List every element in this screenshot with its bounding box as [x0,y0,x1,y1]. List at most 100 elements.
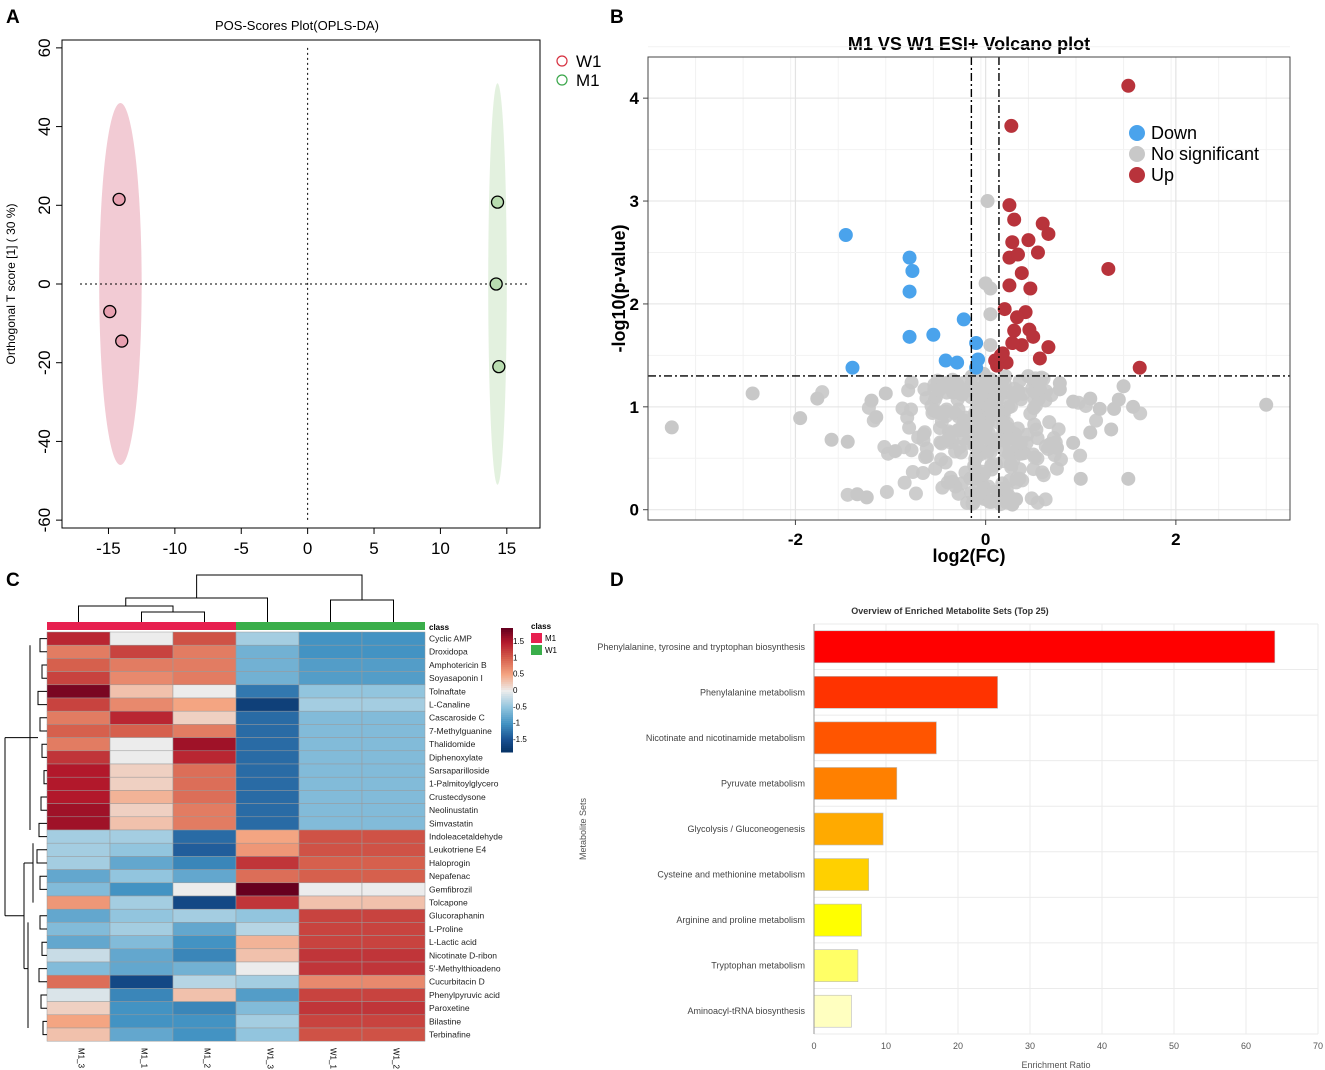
heatmap-cell [361,776,426,791]
heatmap-cell [172,697,237,712]
heatmap-cell [172,631,237,646]
heatmap-cell [172,1001,237,1016]
row-label: Amphotericin B [429,660,487,670]
panel-label-a: A [6,7,20,28]
data-point [115,334,129,348]
heatmap-cell [109,737,174,752]
legend-marker [1129,167,1145,183]
heatmap-cell [46,1014,111,1029]
colorbar-segment [501,747,513,751]
colorbar-segment [501,659,513,662]
colorbar-segment [501,632,513,635]
y-tick-label: 0 [630,501,639,520]
heatmap-cell [361,961,426,976]
point-no-significant [1038,492,1053,507]
point-no-significant [968,451,983,466]
heatmap-cell [109,710,174,725]
heatmap-cell [172,684,237,699]
colorbar-segment [501,725,513,728]
point-no-significant [859,490,874,505]
heatmap-cell [172,644,237,659]
category-label: Tryptophan metabolism [711,961,805,971]
heatmap-cell [172,895,237,910]
heatmap-cell [109,803,174,818]
heatmap-cell [235,988,300,1002]
heatmap-cell [172,988,237,1002]
point-no-significant [958,410,973,425]
heatmap-cell [235,974,300,989]
colorbar-segment [501,700,513,703]
point-up [1007,323,1022,338]
column-label: M1_1 [140,1048,149,1069]
heatmap-cell [361,922,426,936]
heatmap-cell [361,829,426,844]
row-label: Paroxetine [429,1003,470,1013]
heatmap-cell [361,763,426,778]
heatmap-cell [46,869,111,884]
heatmap-cell [235,856,300,870]
point-no-significant [1007,432,1022,447]
heatmap-cell [109,842,174,857]
heatmap-cell [172,750,237,765]
point-up [1014,266,1029,281]
point-no-significant [1259,397,1274,412]
point-no-significant [864,393,879,408]
heatmap-cell [46,1001,111,1016]
heatmap-cell [298,908,363,923]
colorbar-segment [501,654,513,658]
row-label: Cascaroside C [429,713,485,723]
row-label: Nepafenac [429,871,471,881]
heatmap-cell [109,856,174,870]
heatmap-cell [109,763,174,778]
heatmap-cell [298,644,363,659]
colorbar-segment [501,737,513,741]
y-axis-label: -log10(p-value) [609,224,629,352]
heatmap-cell [361,710,426,725]
heatmap-cell [46,908,111,923]
heatmap-cell [235,776,300,791]
heatmap-cell [298,816,363,831]
category-label: Nicotinate and nicotinamide metabolism [646,733,805,743]
point-no-significant [978,375,993,390]
heatmap-cell [109,935,174,950]
heatmap-cell [235,908,300,923]
point-no-significant [1116,379,1131,394]
point-no-significant [1042,415,1057,430]
colorbar-segment [501,648,513,652]
legend-marker [1129,146,1145,162]
heatmap-cell [235,895,300,910]
panel-label-c: C [6,570,20,591]
colorbar-tick-label: -1 [513,719,521,728]
point-no-significant [1073,471,1088,486]
point-up [1010,247,1025,262]
heatmap-cell [109,684,174,699]
point-down [969,360,984,375]
heatmap-cell [235,816,300,831]
point-no-significant [966,496,981,511]
x-tick-label: 5 [369,539,378,558]
panel-label-d: D [610,570,624,591]
point-no-significant [1027,450,1042,465]
row-label: Leukotriene E4 [429,845,486,855]
point-no-significant [879,484,894,499]
heatmap-cell [46,763,111,778]
point-no-significant [950,377,965,392]
row-label: Phenylpyruvic acid [429,990,500,1000]
heatmap-cell [298,684,363,699]
enrichment-bar [813,949,859,982]
point-down [902,284,917,299]
heatmap-cell [298,961,363,976]
row-label: Soyasaponin I [429,673,483,683]
heatmap-cell [109,1014,174,1029]
heatmap-cell [109,988,174,1002]
row-label: Indoleacetaldehyde [429,832,503,842]
y-tick-label: 0 [35,279,54,288]
heatmap-cell [235,922,300,936]
heatmap-cell [235,882,300,897]
point-no-significant [957,421,972,436]
heatmap-cell [298,895,363,910]
x-tick-label: -10 [163,539,188,558]
heatmap-cell [172,856,237,870]
x-tick-label: 20 [953,1041,963,1051]
point-no-significant [824,432,839,447]
